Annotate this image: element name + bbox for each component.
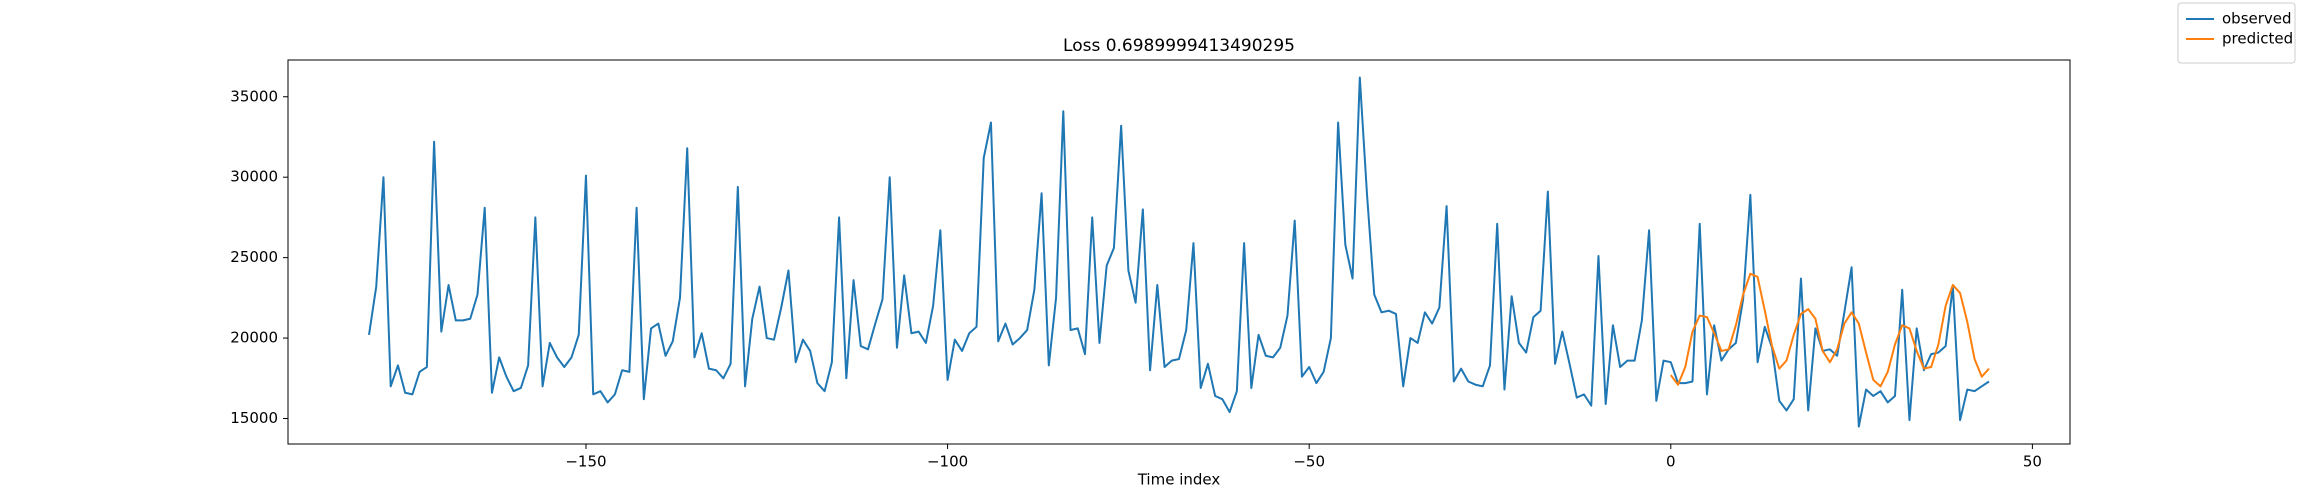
- x-tick-label: 0: [1666, 453, 1676, 471]
- series-line: [368, 76, 1990, 428]
- legend-label: predicted: [2222, 30, 2293, 48]
- x-tick-label: −100: [927, 453, 968, 471]
- x-axis-label: Time index: [1137, 471, 1221, 489]
- y-tick-label: 15000: [230, 409, 278, 427]
- legend-label: observed: [2222, 10, 2292, 28]
- series-line: [1669, 272, 1990, 388]
- x-tick-label: −150: [565, 453, 606, 471]
- x-tick-label: 50: [2023, 453, 2042, 471]
- y-tick-label: 20000: [230, 329, 278, 347]
- y-tick-label: 25000: [230, 248, 278, 266]
- chart-title: Loss 0.6989999413490295: [1063, 36, 1295, 56]
- x-tick-label: −50: [1293, 453, 1325, 471]
- y-tick-label: 30000: [230, 168, 278, 186]
- axes-frame: [287, 59, 2071, 445]
- y-tick-label: 35000: [230, 87, 278, 105]
